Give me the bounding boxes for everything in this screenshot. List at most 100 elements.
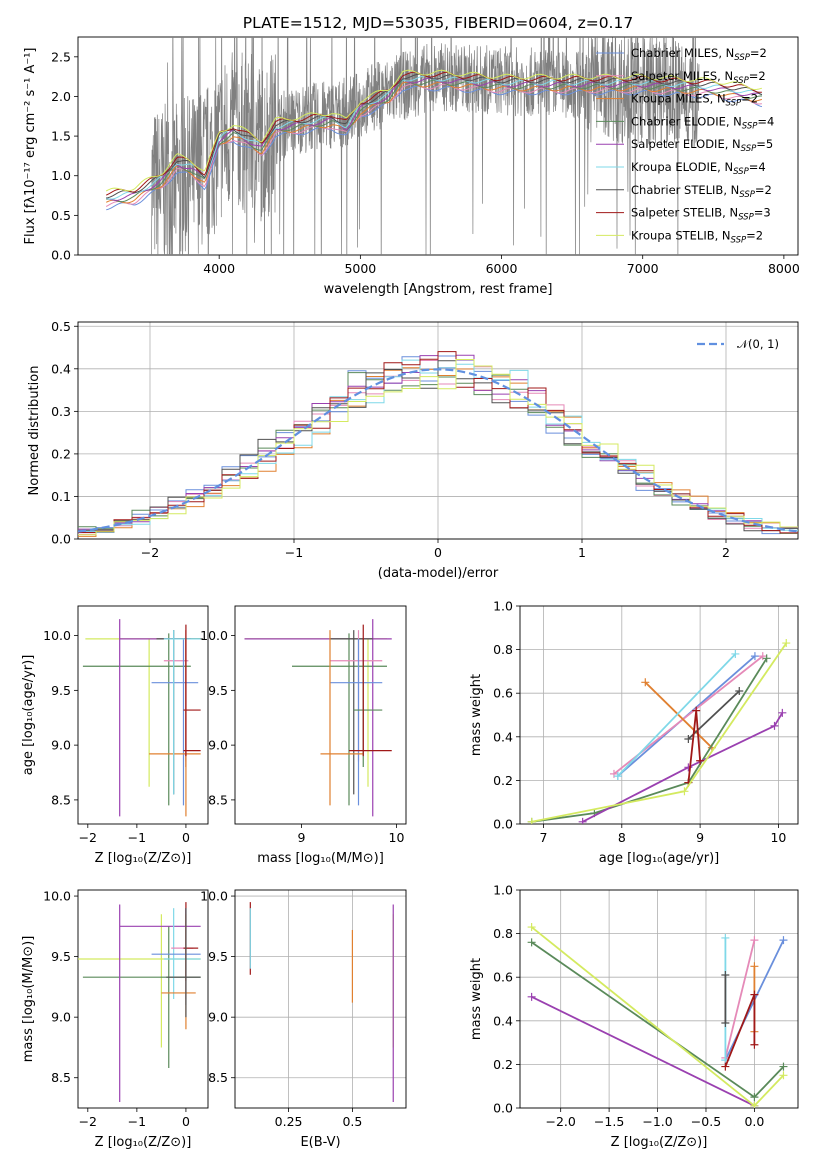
y-tick-label: 0.2 <box>51 446 71 461</box>
weight-point <box>641 678 650 687</box>
weight-point <box>778 708 787 717</box>
x-tick-label: 7 <box>540 830 548 845</box>
legend-entry: 𝒩(0, 1) <box>737 337 779 351</box>
y-tick-label: 0.4 <box>493 729 513 744</box>
y-tick-label: 1.0 <box>493 599 513 614</box>
y-tick-label: 0.0 <box>51 248 71 263</box>
y-tick-label: 2.0 <box>51 89 71 104</box>
y-tick-label: 0.0 <box>51 532 71 547</box>
legend-entry: Chabrier ELODIE, NSSP=4 <box>631 114 774 131</box>
y-tick-label: 0.8 <box>493 926 513 941</box>
x-tick-label: −1.0 <box>642 1114 672 1129</box>
weight-point <box>721 971 730 980</box>
x-tick-label: −0.5 <box>691 1114 721 1129</box>
age-vs-mass-plot <box>244 619 392 817</box>
axes-frame <box>77 605 209 825</box>
x-tick-label: 0 <box>182 830 190 845</box>
x-axis-label: wavelength [Angstrom, rest frame] <box>324 282 553 297</box>
weight-point <box>750 1040 759 1049</box>
y-tick-label: 0.5 <box>51 319 71 334</box>
axes-frame <box>519 889 799 1109</box>
y-axis-label: Normed distribution <box>27 366 42 496</box>
weight-point <box>735 687 744 696</box>
weight-point <box>527 992 536 1001</box>
x-tick-label: 2 <box>722 545 730 560</box>
y-tick-label: 2.5 <box>51 49 71 64</box>
normal-curve <box>78 368 798 533</box>
histogram-legend: 𝒩(0, 1) <box>697 337 779 351</box>
y-axis-label: mass [log₁₀(M/M⊙)] <box>21 936 36 1063</box>
weight-point <box>779 1071 788 1080</box>
x-tick-label: 5000 <box>344 261 376 276</box>
weight-line-4 <box>531 657 768 823</box>
weight-point <box>578 817 587 824</box>
observed-spectrum <box>151 37 700 255</box>
y-tick-label: 8.5 <box>51 1070 71 1085</box>
y-tick-label: 8.5 <box>51 792 71 807</box>
y-tick-label: 8.5 <box>208 1070 228 1085</box>
y-tick-label: 9.0 <box>208 1010 228 1025</box>
y-tick-label: 8.5 <box>208 792 228 807</box>
legend-entry: Salpeter STELIB, NSSP=3 <box>631 206 771 223</box>
spectrum-axes: 4000 5000 6000 7000 8000 0.0 0.5 1.0 1.5 2.0 2.5 wa… <box>23 36 800 297</box>
y-tick-label: 0.2 <box>493 1057 513 1072</box>
axes-frame <box>77 36 799 256</box>
x-tick-label: 1 <box>578 545 586 560</box>
weight-line-2 <box>724 939 756 1059</box>
weight-point <box>527 938 536 947</box>
x-axis-label: E(B-V) <box>300 1135 340 1150</box>
x-tick-label: 6000 <box>486 261 518 276</box>
x-tick-label: 0.5 <box>342 1114 362 1129</box>
chart-title: PLATE=1512, MJD=53035, FIBERID=0604, z=0… <box>243 14 633 32</box>
y-tick-label: 10.0 <box>43 628 71 643</box>
mass-vs-Z-axes: −2 −1 0 8.5 9.0 9.5 10.0 Z [log₁₀(Z/Z⊙)] mass [l… <box>21 889 209 1150</box>
x-tick-label: 0 <box>182 1114 190 1129</box>
x-tick-label: 4000 <box>203 261 235 276</box>
age-vs-Z-axes: −2 −1 0 8.5 9.0 9.5 10.0 Z [log₁₀(Z/Z⊙)] age [lo… <box>21 605 209 866</box>
y-tick-label: 9.0 <box>51 738 71 753</box>
x-tick-label: −2 <box>141 545 159 560</box>
y-tick-label: 0.0 <box>493 1101 513 1116</box>
y-tick-label: 1.0 <box>493 883 513 898</box>
y-tick-label: 9.5 <box>51 949 71 964</box>
weight-point <box>692 706 701 715</box>
x-tick-label: 0 <box>434 545 442 560</box>
y-tick-label: 9.0 <box>208 738 228 753</box>
x-tick-label: −1 <box>128 1114 146 1129</box>
x-tick-label: 10 <box>770 830 786 845</box>
weight-point <box>721 1018 730 1027</box>
x-axis-label: mass [log₁₀(M/M⊙)] <box>257 851 384 866</box>
x-tick-label: −2 <box>79 830 97 845</box>
y-tick-label: 1.0 <box>51 168 71 183</box>
weight-point <box>721 1062 730 1071</box>
weight-line-5 <box>582 712 784 823</box>
legend-entry: Salpeter MILES, NSSP=2 <box>631 69 766 86</box>
weight-line-8 <box>724 994 756 1067</box>
model-line-9 <box>105 69 763 192</box>
weight-point <box>782 639 791 648</box>
mass-vs-EBV-plot <box>249 902 394 1102</box>
y-tick-label: 0.4 <box>51 361 71 376</box>
legend-entry: Salpeter ELODIE, NSSP=5 <box>631 137 773 154</box>
axes-frame <box>77 321 799 540</box>
mass-vs-Z-plot <box>78 902 201 1102</box>
y-tick-label: 10.0 <box>200 628 228 643</box>
x-axis-label: Z [log₁₀(Z/Z⊙)] <box>95 1135 192 1150</box>
weight-point <box>613 772 622 781</box>
residuals-axes: −2 −1 0 1 2 0.0 0.1 0.2 0.3 0.4 0.5 (data-model)/er… <box>27 319 799 581</box>
x-tick-label: 10 <box>389 830 405 845</box>
y-tick-label: 9.5 <box>208 683 228 698</box>
axes-frame <box>234 889 407 1109</box>
x-tick-label: 7000 <box>627 261 659 276</box>
y-tick-label: 10.0 <box>43 889 71 904</box>
weight-point <box>779 1062 788 1071</box>
y-axis-label: age [log₁₀(age/yr)] <box>21 655 36 776</box>
y-tick-label: 9.0 <box>51 1010 71 1025</box>
y-tick-label: 0.0 <box>493 817 513 832</box>
y-tick-label: 9.5 <box>51 683 71 698</box>
legend-entry: Chabrier STELIB, NSSP=2 <box>631 183 772 200</box>
x-tick-label: −1 <box>285 545 303 560</box>
x-tick-label: −1.5 <box>594 1114 624 1129</box>
weight-point <box>527 923 536 932</box>
